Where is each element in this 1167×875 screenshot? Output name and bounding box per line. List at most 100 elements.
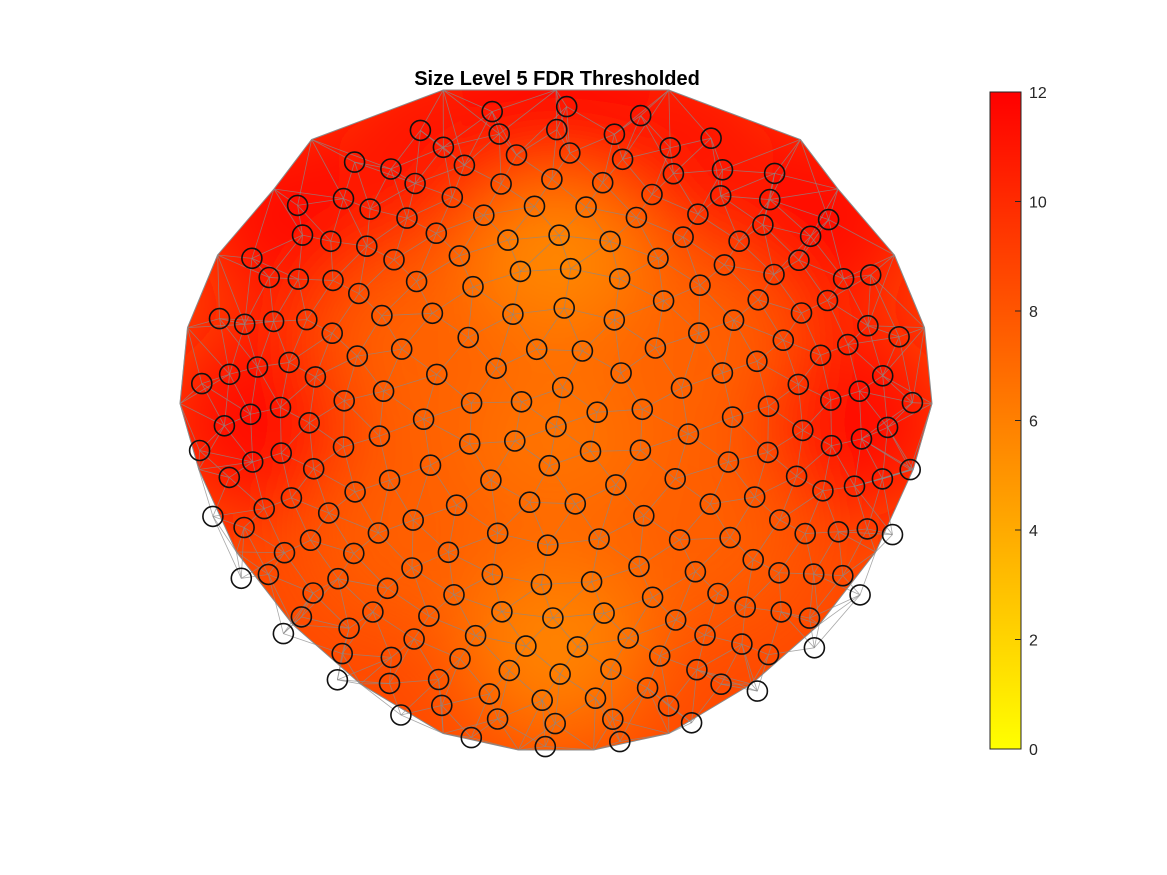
mesh-edge xyxy=(291,468,314,499)
scalp-outline xyxy=(179,89,933,751)
mesh-edge xyxy=(830,400,832,446)
mesh-edge xyxy=(818,594,861,625)
mesh-edge xyxy=(847,344,884,377)
electrode-marker xyxy=(257,563,280,586)
mesh-edge xyxy=(280,407,282,454)
electrode-marker xyxy=(799,225,822,248)
mesh-edge xyxy=(643,515,680,541)
mesh-edge xyxy=(332,245,368,281)
mesh-edge xyxy=(508,645,527,671)
mesh-edge xyxy=(732,405,769,418)
mesh-edge xyxy=(704,634,742,645)
mesh-edge xyxy=(602,182,637,218)
mesh-edge xyxy=(390,168,416,184)
mesh-edge xyxy=(778,572,782,612)
mesh-edge xyxy=(744,572,780,608)
mesh-edge xyxy=(898,336,913,403)
mesh-edge xyxy=(779,519,806,534)
mesh-edge xyxy=(343,198,368,247)
electrode-marker xyxy=(711,159,734,181)
electrode-marker xyxy=(317,502,340,524)
chart-title: Size Level 5 FDR Thresholded xyxy=(414,68,700,90)
electrode-marker xyxy=(763,263,785,286)
electrode-marker xyxy=(768,509,791,531)
electrode-marker xyxy=(515,635,537,657)
electrode-marker xyxy=(239,403,262,426)
electrode-marker xyxy=(728,230,750,252)
mesh-edge xyxy=(640,433,689,451)
mesh-edge xyxy=(697,213,740,242)
electrode-marker xyxy=(253,497,276,520)
mesh-edge xyxy=(802,430,832,447)
electrode-marker xyxy=(405,270,428,293)
mesh-edge xyxy=(767,452,797,477)
electrode-marker xyxy=(367,522,390,544)
mesh-edge xyxy=(670,137,712,149)
electrode-marker xyxy=(258,266,281,289)
mesh-edge xyxy=(603,612,629,639)
mesh-edge xyxy=(423,418,470,445)
mesh-edge xyxy=(331,293,360,334)
mesh-edge xyxy=(308,422,315,469)
electrode-marker xyxy=(510,390,533,413)
mesh-edge xyxy=(638,515,645,567)
mesh-edge xyxy=(525,617,554,647)
mesh-edge xyxy=(498,133,517,156)
mesh-edge xyxy=(651,147,671,195)
electrode-marker xyxy=(746,680,769,702)
electrode-marker xyxy=(538,454,561,477)
mesh-edge xyxy=(471,368,497,404)
colorbar: 0 2 4 6 8 10 12 xyxy=(989,85,1047,759)
mesh-edge xyxy=(696,634,706,670)
electrode-marker xyxy=(662,162,685,185)
mesh-edge xyxy=(847,344,860,392)
mesh-edge xyxy=(472,271,521,288)
mesh-edge xyxy=(378,532,413,569)
electrode-marker xyxy=(644,337,667,359)
electrode-marker xyxy=(481,100,504,123)
mesh-edge xyxy=(652,597,676,621)
electrode-marker xyxy=(641,183,663,206)
mesh-edge xyxy=(529,502,549,546)
mesh-edge xyxy=(490,479,530,503)
electrode-marker xyxy=(757,643,780,666)
mesh-edge xyxy=(512,271,521,315)
mesh-edge xyxy=(441,658,461,706)
mesh-edge xyxy=(411,567,455,596)
electrode-marker xyxy=(497,229,519,251)
electrode-marker xyxy=(605,474,627,496)
mesh-edge xyxy=(722,372,733,418)
electrode-marker xyxy=(302,582,324,604)
electrode-marker xyxy=(332,436,355,458)
mesh-edge xyxy=(229,324,246,375)
mesh-edge xyxy=(520,268,571,272)
electrode-marker xyxy=(816,289,839,312)
mesh-edge xyxy=(297,198,344,206)
mesh-edge xyxy=(472,286,514,315)
mesh-edge xyxy=(882,375,889,428)
mesh-edge xyxy=(283,592,314,634)
mesh-edge xyxy=(570,268,620,280)
colorbar-tick-label: 12 xyxy=(1029,85,1047,102)
mesh-edge xyxy=(236,551,269,575)
electrode-marker xyxy=(302,457,325,480)
mesh-edge xyxy=(682,214,699,238)
mesh-edge xyxy=(620,372,643,410)
electrode-marker xyxy=(326,668,349,691)
mesh-edge xyxy=(651,194,699,215)
mesh-edge xyxy=(838,531,876,553)
mesh-edge xyxy=(655,332,699,349)
mesh-edge xyxy=(674,433,689,479)
mesh-edge xyxy=(459,255,474,287)
mesh-edge xyxy=(590,449,641,452)
mesh-edge xyxy=(243,508,265,528)
electrode-marker xyxy=(881,523,904,546)
electrode-marker xyxy=(272,622,295,645)
heat-region-6 xyxy=(611,440,802,631)
heat-region-7 xyxy=(180,325,351,515)
electrode-marker xyxy=(628,555,650,578)
mesh-edge xyxy=(798,259,844,280)
mesh-edge xyxy=(201,373,230,385)
mesh-edge xyxy=(882,375,913,403)
mesh-edge xyxy=(379,418,424,437)
